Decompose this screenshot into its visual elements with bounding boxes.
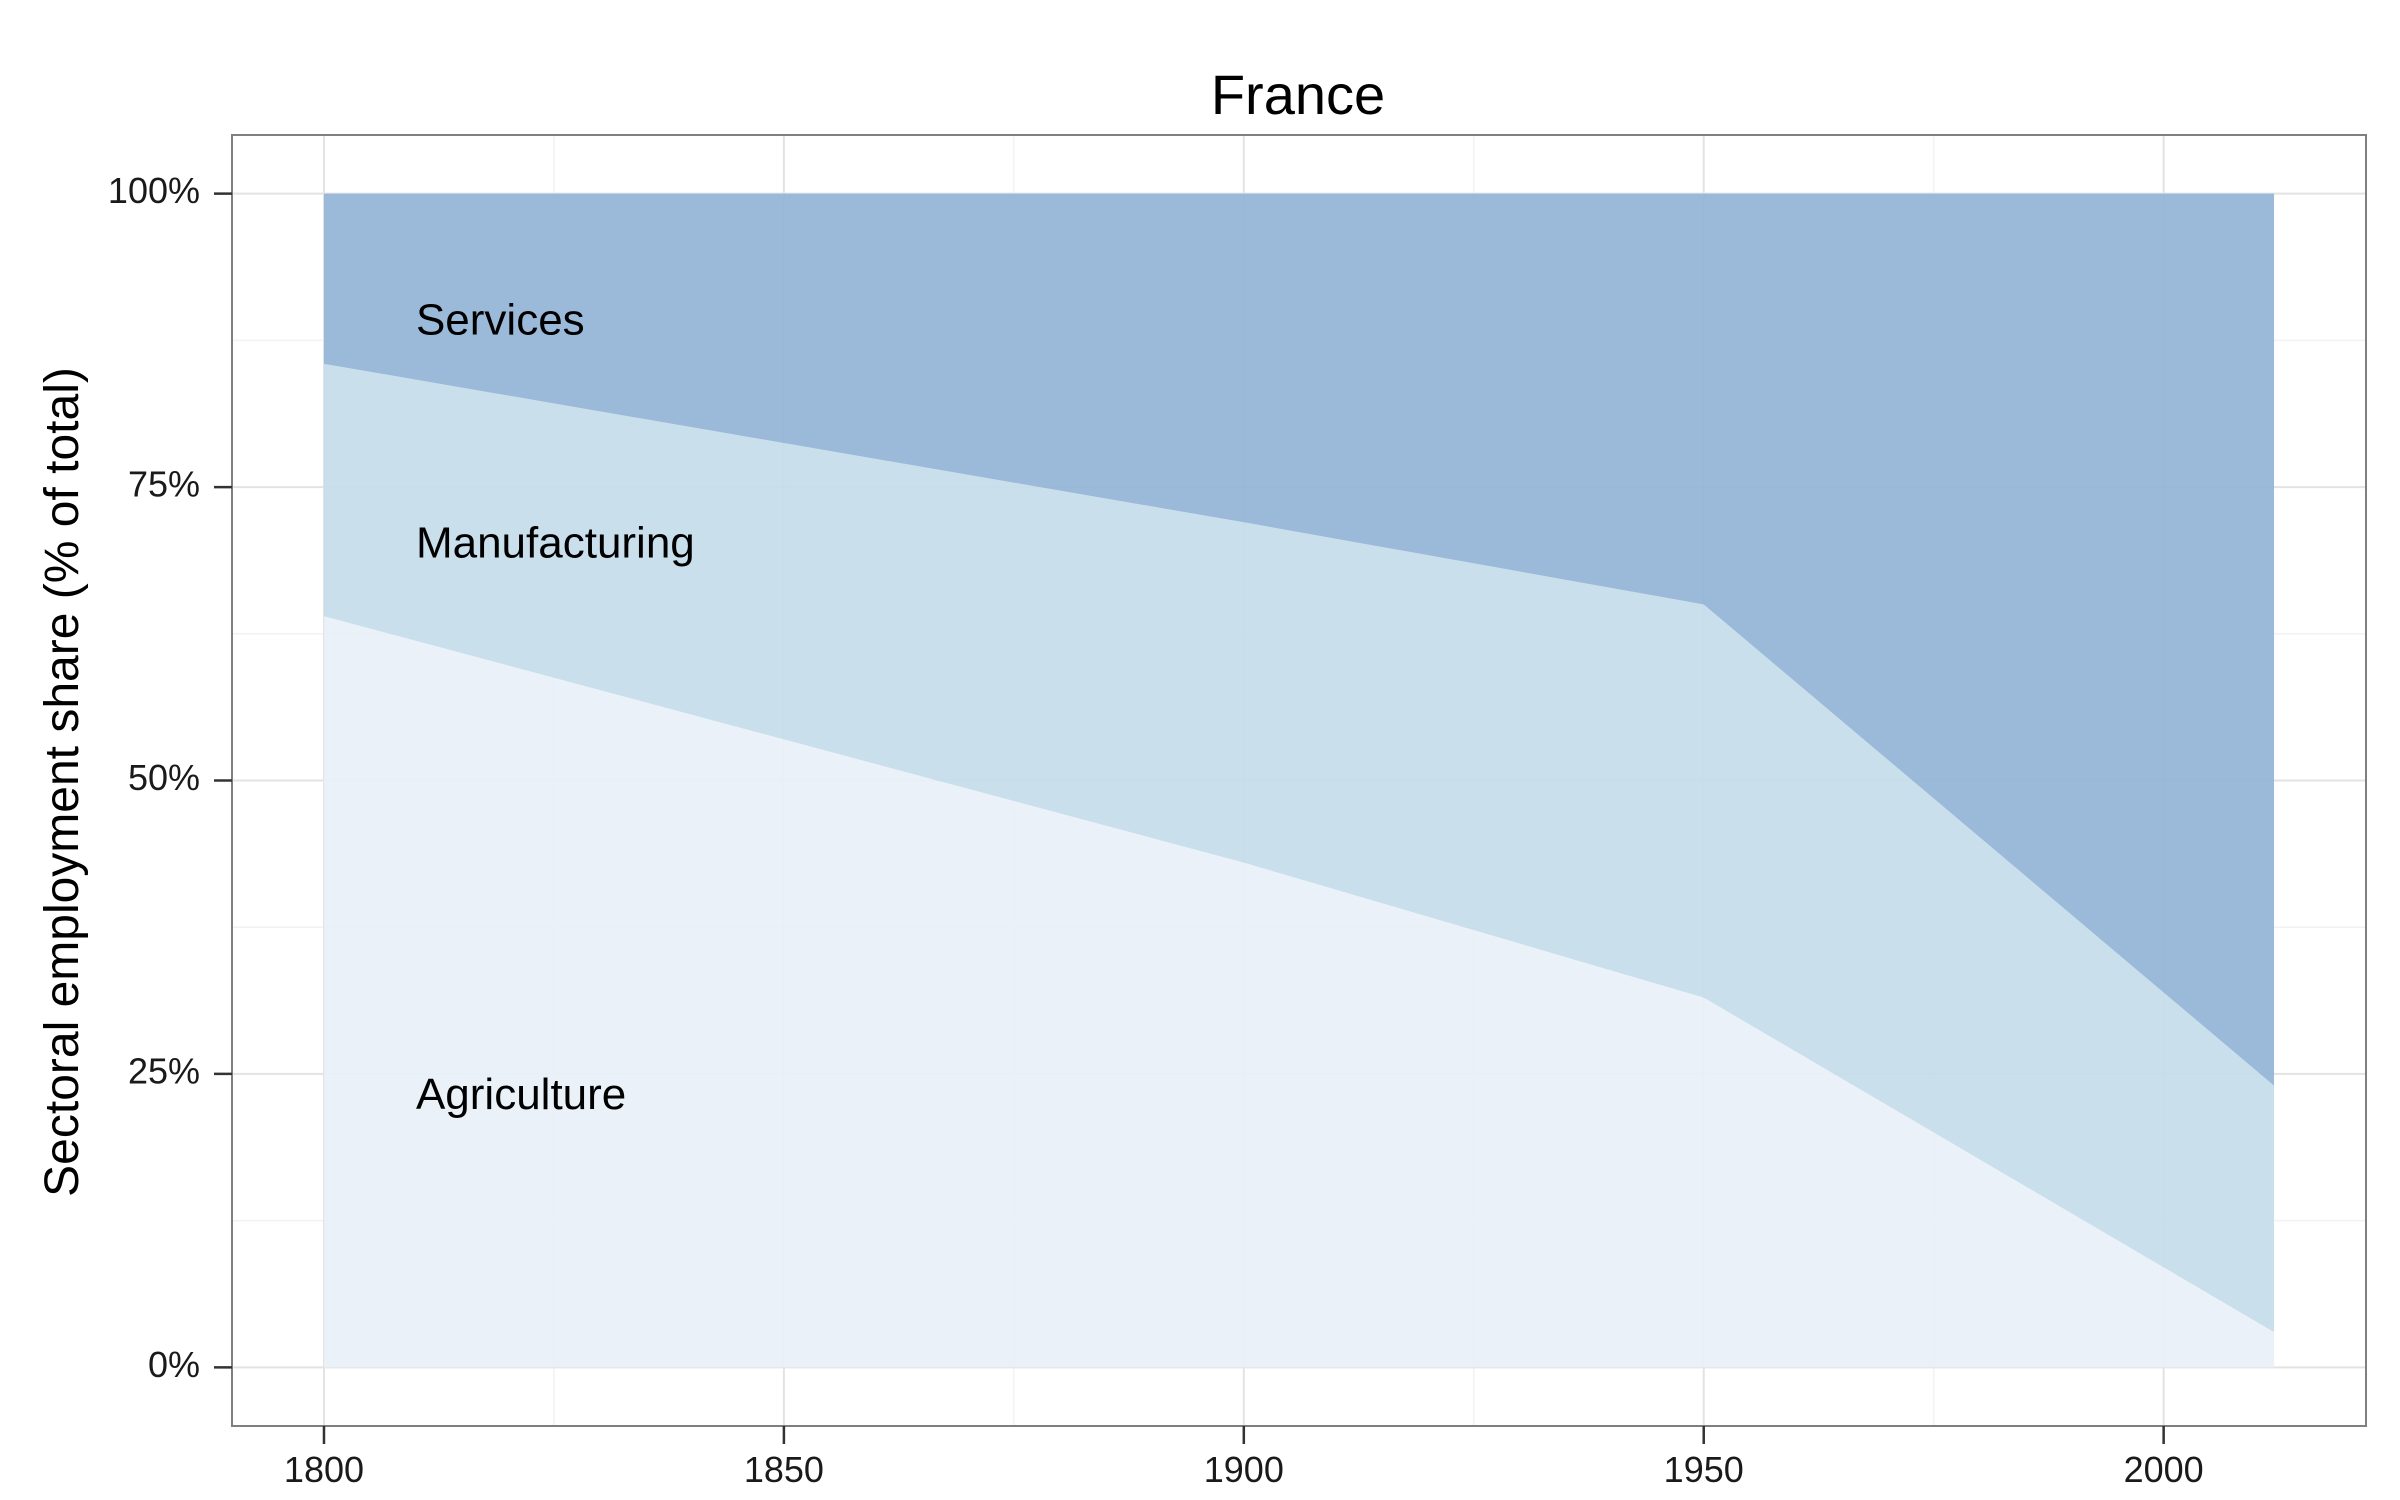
- y-tick-label: 25%: [128, 1050, 200, 1091]
- chart-title: France: [1211, 63, 1385, 126]
- area-agriculture: [323, 616, 2275, 1368]
- area-label-manufacturing: Manufacturing: [416, 518, 695, 567]
- y-tick-label: 50%: [128, 757, 200, 798]
- area-services: [323, 193, 2275, 1086]
- x-tick-label: 1950: [1664, 1449, 1744, 1490]
- x-tick-label: 1900: [1204, 1449, 1284, 1490]
- plot-area: Services Manufacturing Agriculture 0% 25% 50%…: [108, 134, 2367, 1490]
- x-tick-label: 1850: [744, 1449, 824, 1490]
- y-tick-label: 75%: [128, 464, 200, 505]
- x-tick-label: 1800: [284, 1449, 364, 1490]
- y-tick-label: 0%: [148, 1344, 200, 1385]
- area-label-agriculture: Agriculture: [416, 1070, 626, 1119]
- area-label-services: Services: [416, 295, 585, 344]
- area-manufacturing: [323, 363, 2275, 1333]
- y-tick-label: 100%: [108, 170, 200, 211]
- x-tick-label: 2000: [2124, 1449, 2204, 1490]
- y-axis-label: Sectoral employment share (% of total): [36, 367, 89, 1197]
